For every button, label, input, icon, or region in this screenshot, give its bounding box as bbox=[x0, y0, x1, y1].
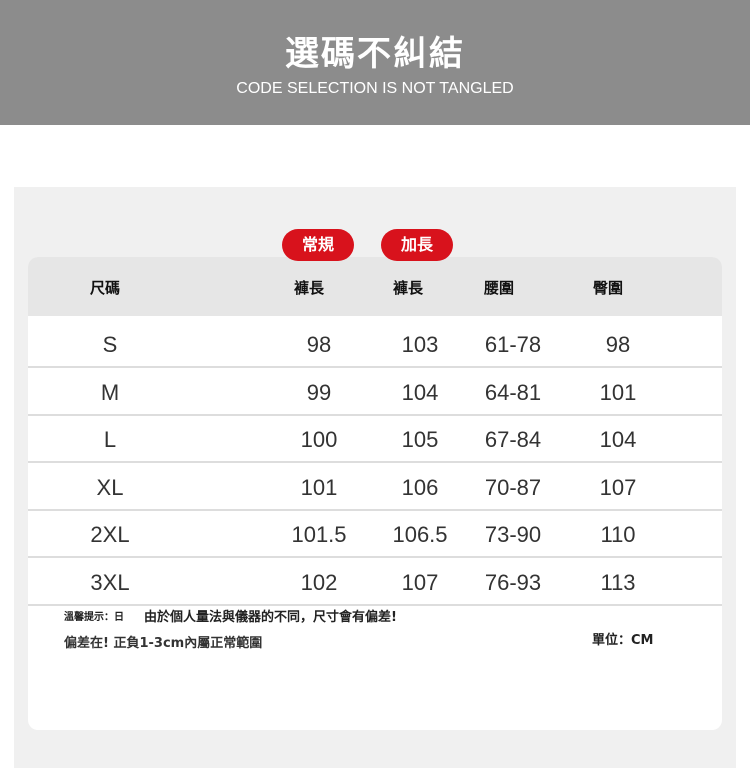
cell-length-long: 105 bbox=[401, 427, 439, 452]
banner-subtitle: CODE SELECTION IS NOT TANGLED bbox=[236, 80, 514, 97]
cell-waist: 67-84 bbox=[484, 427, 542, 452]
cell-length-regular: 99 bbox=[306, 379, 332, 405]
cell-length-long: 107 bbox=[401, 569, 439, 595]
table-row: XL 101 106 70-87 107 bbox=[28, 463, 722, 511]
table-row: 3XL 102 107 76-93 113 bbox=[28, 558, 722, 606]
cell-length-long: 104 bbox=[401, 379, 439, 405]
cell-hip: 101 bbox=[599, 379, 637, 405]
banner: 選碼不糾結 CODE SELECTION IS NOT TANGLED bbox=[0, 0, 750, 125]
cell-waist: 70-87 bbox=[484, 474, 542, 500]
header-size: 尺碼 bbox=[89, 279, 121, 297]
table-row: S 98 103 61-78 98 bbox=[28, 320, 722, 368]
cell-length-regular: 101.5 bbox=[291, 522, 347, 547]
table-row: 2XL 101.5 106.5 73-90 110 bbox=[28, 510, 722, 558]
cell-length-long: 103 bbox=[401, 332, 439, 357]
cell-size: 3XL bbox=[90, 569, 130, 595]
size-table: 尺碼 褲長 褲長 腰圍 臀圍 S 98 103 61-78 98 M 99 104 64-81 1… bbox=[28, 257, 722, 730]
cell-hip: 107 bbox=[599, 474, 637, 500]
cell-size: L bbox=[103, 427, 117, 452]
table-row: M 99 104 64-81 101 bbox=[28, 368, 722, 416]
table-header: 尺碼 褲長 褲長 腰圍 臀圍 bbox=[28, 257, 722, 316]
cell-hip: 98 bbox=[605, 332, 631, 357]
cell-hip: 110 bbox=[600, 522, 636, 547]
tip-label: 溫馨提示：日 bbox=[64, 612, 124, 623]
cell-length-regular: 102 bbox=[300, 569, 338, 595]
badge-long: 加長 bbox=[381, 229, 453, 261]
cell-hip: 113 bbox=[600, 569, 636, 595]
cell-waist: 61-78 bbox=[484, 332, 542, 357]
cell-length-long: 106.5 bbox=[392, 522, 448, 547]
cell-length-regular: 100 bbox=[300, 427, 338, 452]
cell-length-regular: 98 bbox=[306, 332, 332, 357]
header-length-long: 褲長 bbox=[392, 279, 424, 297]
table-row: L 100 105 67-84 104 bbox=[28, 415, 722, 463]
header-hip: 臀圍 bbox=[592, 279, 624, 297]
cell-size: M bbox=[100, 379, 120, 405]
header-waist: 腰圍 bbox=[483, 279, 515, 297]
cell-size: S bbox=[102, 332, 118, 357]
header-length-regular: 褲長 bbox=[293, 279, 325, 297]
deviation-note: 偏差在! 正負1-3cm內屬正常範圍 bbox=[64, 636, 263, 651]
cell-size: 2XL bbox=[90, 522, 130, 547]
cell-waist: 73-90 bbox=[484, 522, 542, 547]
cell-length-long: 106 bbox=[401, 474, 439, 500]
unit-label: 單位：CM bbox=[592, 633, 654, 648]
badge-regular: 常規 bbox=[282, 229, 354, 261]
cell-hip: 104 bbox=[599, 427, 637, 452]
cell-waist: 64-81 bbox=[484, 379, 542, 405]
cell-waist: 76-93 bbox=[484, 569, 542, 595]
banner-title: 選碼不糾結 bbox=[285, 34, 465, 74]
cell-size: XL bbox=[96, 474, 124, 500]
tip-text: 由於個人量法與儀器的不同，尺寸會有偏差! bbox=[144, 610, 397, 625]
cell-length-regular: 101 bbox=[300, 474, 338, 500]
